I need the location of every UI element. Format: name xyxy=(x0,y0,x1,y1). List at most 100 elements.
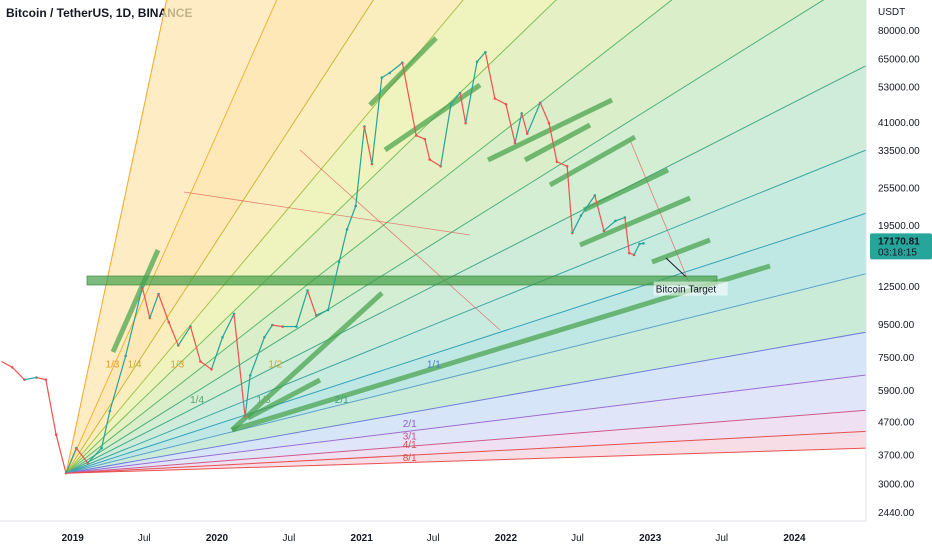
fan-line xyxy=(65,447,866,474)
y-tick-label: 33500.00 xyxy=(878,146,920,157)
fan-ratio-label: 1/4 xyxy=(128,359,142,370)
price-segment xyxy=(65,447,77,474)
price-segment xyxy=(476,51,486,63)
y-tick-label: 5900.00 xyxy=(878,386,915,397)
price-segment xyxy=(327,261,340,311)
price-segment xyxy=(450,92,461,105)
y-tick-label: 3000.00 xyxy=(878,479,915,490)
horizontal-support-band[interactable] xyxy=(86,275,718,286)
fan-ratio-label: 1/4 xyxy=(190,395,204,406)
price-segment xyxy=(75,447,89,464)
y-tick-label: 4700.00 xyxy=(878,417,915,428)
price-segment xyxy=(494,97,507,105)
price-point xyxy=(642,242,645,245)
price-segment xyxy=(1,360,13,368)
fan-line xyxy=(65,273,866,474)
price-segment xyxy=(615,216,626,222)
price-segment xyxy=(363,126,373,165)
price-segment xyxy=(371,77,383,165)
y-tick-label: 12500.00 xyxy=(878,282,920,293)
fan-line xyxy=(65,0,278,474)
target-label-bg xyxy=(653,281,728,296)
price-segment xyxy=(249,337,265,376)
price-segment xyxy=(263,324,273,338)
price-segment xyxy=(24,376,37,381)
price-segment xyxy=(566,166,573,234)
price-segment xyxy=(100,410,111,449)
trend-highlight[interactable] xyxy=(523,122,592,163)
fan-ratio-label: 1/3 xyxy=(257,395,271,406)
x-tick-label: Jul xyxy=(427,533,440,544)
price-segment xyxy=(315,309,329,316)
price-segment xyxy=(415,134,426,140)
price-segment xyxy=(306,290,317,316)
trend-highlight[interactable] xyxy=(110,248,161,354)
trend-highlight[interactable] xyxy=(368,36,438,107)
trend-highlight[interactable] xyxy=(246,377,322,421)
y-tick-label: 7500.00 xyxy=(878,353,915,364)
price-segment xyxy=(401,62,417,136)
trend-highlight[interactable] xyxy=(230,291,384,432)
fan-line xyxy=(65,0,464,474)
fan-zone xyxy=(66,0,866,474)
current-price-tag xyxy=(870,233,932,260)
x-tick-label: 2023 xyxy=(639,533,662,544)
y-tick-label: 80000.00 xyxy=(878,26,920,37)
x-tick-label: Jul xyxy=(715,533,728,544)
price-segment xyxy=(556,161,568,167)
fan-line xyxy=(65,409,866,474)
fan-ratio-label: 2/1 xyxy=(403,419,417,430)
x-tick-label: 2020 xyxy=(206,533,229,544)
price-segment xyxy=(624,217,630,254)
x-tick-label: 2022 xyxy=(495,533,518,544)
y-axis-bg xyxy=(866,0,932,550)
price-segment xyxy=(221,313,235,338)
x-tick-label: 2019 xyxy=(62,533,85,544)
y-tick-label: 41000.00 xyxy=(878,118,920,129)
y-tick-label: 65000.00 xyxy=(878,54,920,65)
trend-highlight[interactable] xyxy=(548,134,637,188)
x-tick-label: Jul xyxy=(138,533,151,544)
fan-ratio-label: 1/3 xyxy=(170,359,184,370)
price-segment xyxy=(125,287,143,357)
price-segment xyxy=(571,215,582,234)
fan-ratio-label: 8/1 xyxy=(403,453,417,464)
price-segment xyxy=(526,102,541,134)
price-segment xyxy=(244,375,251,417)
y-tick-label: 19500.00 xyxy=(878,221,920,232)
price-segment xyxy=(189,326,201,362)
price-segment xyxy=(157,293,170,323)
fan-ratio-label: 1/2 xyxy=(268,359,282,370)
fan-ratio-label: 3/1 xyxy=(403,431,417,442)
y-tick-label: 9500.00 xyxy=(878,320,915,331)
price-segment xyxy=(200,360,212,370)
fan-line xyxy=(65,0,168,474)
price-segment xyxy=(505,104,516,144)
x-axis-bg xyxy=(0,521,932,550)
fan-line xyxy=(65,65,866,474)
y-axis[interactable]: USDT 80000.00 65000.00 53000.00 41000.00 3350… xyxy=(865,0,932,550)
fan-line xyxy=(65,0,557,474)
price-segment xyxy=(580,195,596,216)
x-axis[interactable]: 2019 Jul 2020 Jul 2021 Jul 2022 Jul 2023 Jul 2024 xyxy=(0,520,932,550)
price-segment xyxy=(539,102,550,124)
y-tick-label: 2440.00 xyxy=(878,508,915,519)
trend-highlight[interactable] xyxy=(582,167,670,213)
price-segment xyxy=(440,104,452,167)
target-arrow xyxy=(665,257,687,277)
price-segment xyxy=(11,366,25,381)
fan-line xyxy=(65,430,866,474)
guide-line xyxy=(183,191,471,236)
trend-highlight[interactable] xyxy=(383,82,482,153)
price-segment xyxy=(149,293,160,319)
fan-ratio-label: 2/1 xyxy=(335,395,349,406)
x-tick-label: Jul xyxy=(571,533,584,544)
trend-highlight[interactable] xyxy=(579,195,691,248)
price-segment xyxy=(87,447,103,464)
trend-highlight[interactable] xyxy=(651,237,711,265)
fan-ratio-label: 1/3 xyxy=(106,359,120,370)
price-segment xyxy=(295,290,309,327)
price-segment xyxy=(514,113,523,144)
current-price-value: 17170.81 xyxy=(878,236,920,247)
